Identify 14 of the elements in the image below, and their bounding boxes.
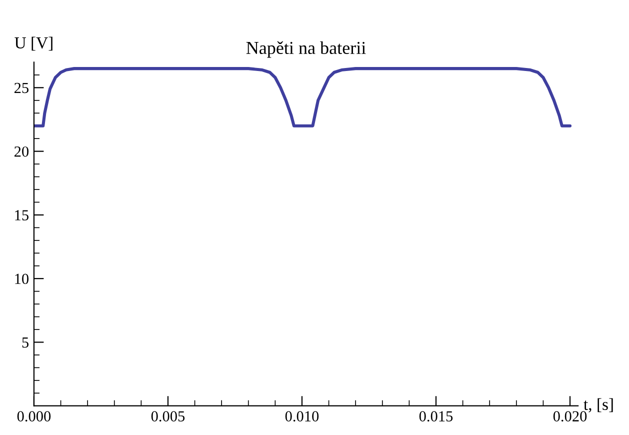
y-axis-title: U [V] [14,36,52,51]
y-tick-label: 5 [22,338,29,348]
y-tick-label: 10 [15,274,29,284]
y-tick-label: 25 [14,82,29,94]
x-axis-title: t, [s] [584,398,613,412]
x-tick-label: 0.000 [17,411,51,422]
y-tick-label: 15 [15,210,29,220]
x-tick-label: 0.005 [151,411,185,422]
x-tick-label: 0.020 [553,411,587,422]
chart-title: Napěti na baterii [246,41,366,58]
y-tick-label: 20 [14,146,29,157]
x-tick-label: 0.015 [419,411,453,422]
line-series [34,67,572,128]
x-tick-label: 0.010 [285,411,319,422]
